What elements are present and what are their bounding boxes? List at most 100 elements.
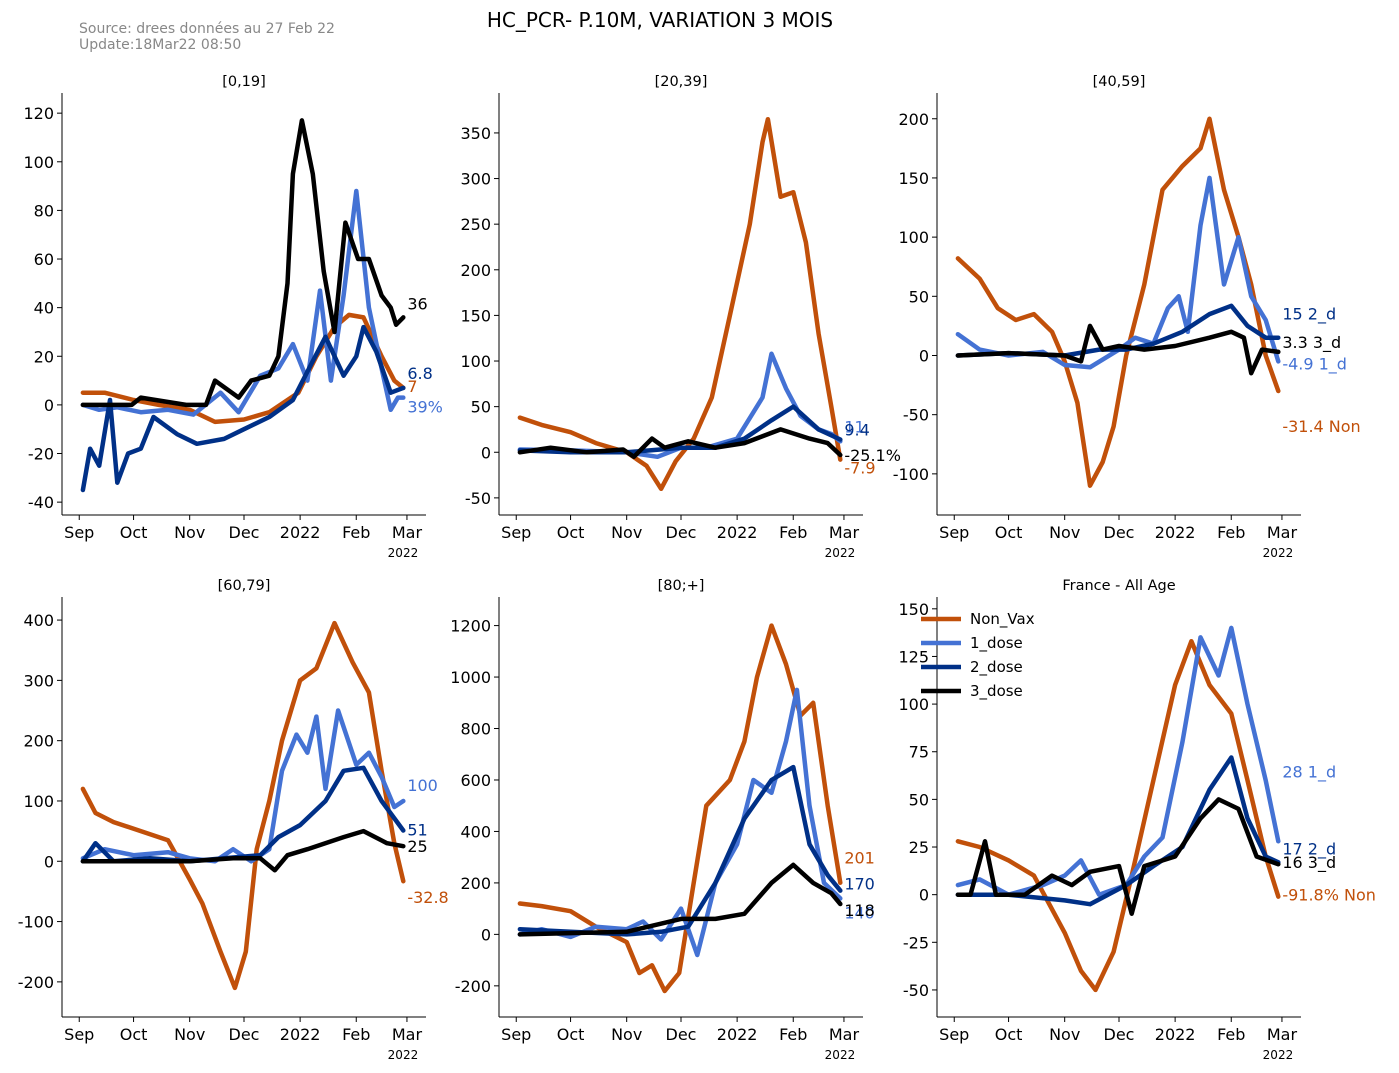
x-tick-label: Mar: [392, 1025, 423, 1044]
x-tick-label: Feb: [342, 523, 370, 542]
y-tick-label: 50: [471, 398, 491, 417]
end-label-2_dose: 6.8: [407, 364, 432, 383]
x-tick-label: Nov: [174, 523, 205, 542]
x-tick-label: Sep: [939, 523, 969, 542]
x-year-label: 2022: [1263, 546, 1294, 560]
y-tick-label: 100: [898, 228, 929, 247]
x-tick-label: Oct: [120, 1025, 148, 1044]
y-tick-label: 350: [460, 124, 491, 143]
x-tick-label: Dec: [1104, 1025, 1135, 1044]
x-tick-label: 2022: [280, 1025, 321, 1044]
x-tick-label: Nov: [1049, 523, 1080, 542]
figure-title: HC_PCR- P.10M, VARIATION 3 MOIS: [486, 8, 834, 32]
series-line-3_dose: [955, 797, 1281, 916]
x-tick-label: Sep: [939, 1025, 969, 1044]
end-label-2_dose: 9.4: [844, 420, 869, 439]
end-label-Non_Vax: -91.8% Non: [1282, 886, 1376, 905]
x-tick-label: Sep: [501, 523, 531, 542]
x-tick-label: Oct: [120, 523, 148, 542]
panel-1: [0,19] -40 -20 0 20 40 60 80 100 120 Sep Oct Nov Dec 2…: [23, 74, 442, 560]
source-note: Source: drees données au 27 Feb 22 Updat…: [79, 21, 335, 53]
legend-label-Non_Vax: Non_Vax: [970, 610, 1035, 629]
y-tick-label: 300: [460, 170, 491, 189]
end-label-3_dose: -25.1%: [844, 446, 901, 465]
series-line-2_dose: [80, 765, 406, 864]
y-tick-label: 120: [23, 104, 54, 123]
end-label-3_dose: 25: [407, 837, 427, 856]
y-tick-label: 1000: [450, 668, 491, 687]
y-tick-label: -200: [455, 977, 491, 996]
y-tick-label: -50: [465, 489, 491, 508]
y-tick-label: 0: [44, 396, 54, 415]
panel-2: [20,39] -50 0 50 100 150 200 250 300 350 Sep Oct Nov…: [460, 74, 900, 560]
y-tick-label: 25: [909, 838, 929, 857]
x-tick-label: Feb: [1217, 523, 1245, 542]
y-tick-label: 400: [23, 611, 54, 630]
panel-title: France - All Age: [1062, 578, 1175, 594]
end-label-3_dose: 36: [407, 294, 427, 313]
end-label-Non_Vax: -7.9: [844, 459, 875, 478]
y-tick-label: 125: [898, 647, 929, 666]
y-tick-label: 150: [898, 169, 929, 188]
y-tick-label: -25: [903, 933, 929, 952]
x-year-label: 2022: [825, 546, 856, 560]
x-year-label: 2022: [388, 1048, 419, 1062]
x-tick-label: Mar: [829, 1025, 860, 1044]
panel-title: [60,79]: [218, 578, 271, 594]
end-label-1_dose: 140: [844, 903, 875, 922]
y-tick-label: -50: [903, 981, 929, 1000]
y-tick-label: 0: [481, 443, 491, 462]
end-label-3_dose: 3.3 3_d: [1282, 333, 1341, 353]
end-label-1_dose: 100: [407, 776, 438, 795]
x-year-label: 2022: [825, 1048, 856, 1062]
x-tick-label: Sep: [64, 523, 94, 542]
series-line-Non_Vax: [80, 312, 406, 425]
y-tick-label: 0: [481, 925, 491, 944]
series-line-1_dose: [955, 175, 1281, 370]
y-tick-label: 300: [23, 671, 54, 690]
y-tick-label: 20: [34, 347, 54, 366]
y-tick-label: 80: [34, 201, 54, 220]
end-label-Non_Vax: 7: [407, 377, 417, 396]
x-tick-label: Dec: [1104, 523, 1135, 542]
legend-label-3_dose: 3_dose: [970, 682, 1023, 701]
y-tick-label: 150: [898, 600, 929, 619]
series-line-3_dose: [80, 118, 406, 408]
x-tick-label: Sep: [501, 1025, 531, 1044]
x-tick-label: Mar: [1267, 523, 1298, 542]
y-tick-label: -200: [18, 973, 54, 992]
y-tick-label: 0: [919, 886, 929, 905]
panel-title: [0,19]: [222, 74, 266, 90]
y-tick-label: 250: [460, 215, 491, 234]
panel-3: [40,59] -100 -50 0 50 100 150 200 Sep Oct Nov Dec 20…: [893, 74, 1361, 560]
y-tick-label: 50: [909, 287, 929, 306]
y-tick-label: -50: [903, 406, 929, 425]
y-tick-label: 600: [460, 771, 491, 790]
y-tick-label: 60: [34, 250, 54, 269]
series-line-2_dose: [955, 755, 1281, 907]
legend: Non_Vax 1_dose 2_dose 3_dose: [921, 610, 1035, 701]
x-year-label: 2022: [388, 546, 419, 560]
series-line-3_dose: [955, 323, 1281, 376]
end-label-2_dose: 15 2_d: [1282, 305, 1336, 325]
y-tick-label: 40: [34, 299, 54, 318]
series-line-Non_Vax: [80, 620, 406, 991]
panel-title: [40,59]: [1093, 74, 1146, 90]
end-label-Non_Vax: 201: [844, 849, 875, 868]
x-tick-label: Sep: [64, 1025, 94, 1044]
y-tick-label: 50: [909, 790, 929, 809]
panel-title: [80;+]: [658, 578, 705, 594]
panel-title: [20,39]: [655, 74, 708, 90]
end-label-2_dose: 51: [407, 821, 427, 840]
series-line-3_dose: [517, 427, 843, 460]
x-tick-label: Oct: [557, 523, 585, 542]
end-label-Non_Vax: -31.4 Non: [1282, 417, 1360, 436]
series-line-3_dose: [80, 828, 406, 873]
series-line-1_dose: [517, 687, 843, 958]
series-line-3_dose: [517, 862, 843, 937]
x-tick-label: Nov: [611, 523, 642, 542]
end-label-1_dose: 28 1_d: [1282, 762, 1336, 782]
end-label-2_dose: 170: [844, 875, 875, 894]
end-label-3_dose: 16 3_d: [1282, 853, 1336, 873]
